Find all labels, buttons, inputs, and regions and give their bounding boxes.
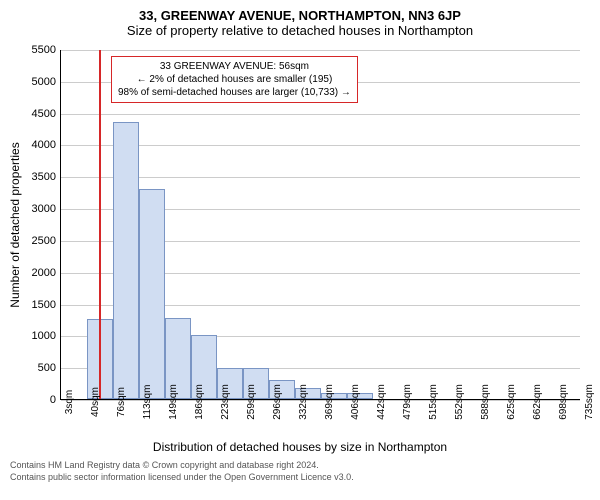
xtick-label: 369sqm [324, 384, 335, 420]
info-line-3: 98% of semi-detached houses are larger (… [118, 86, 351, 99]
ytick-label: 2500 [16, 235, 56, 247]
xtick-label: 552sqm [454, 384, 465, 420]
ytick-label: 500 [16, 362, 56, 374]
footer-line-2: Contains public sector information licen… [10, 472, 600, 484]
ytick-label: 0 [16, 394, 56, 406]
ytick-label: 5500 [16, 44, 56, 56]
histogram-bar [113, 122, 139, 399]
ytick-label: 3500 [16, 171, 56, 183]
xtick-label: 515sqm [428, 384, 439, 420]
ytick-label: 1500 [16, 299, 56, 311]
ytick-label: 5000 [16, 76, 56, 88]
xtick-label: 223sqm [220, 384, 231, 420]
ytick-label: 4500 [16, 108, 56, 120]
xtick-label: 332sqm [298, 384, 309, 420]
xtick-label: 149sqm [168, 384, 179, 420]
xtick-label: 588sqm [480, 384, 491, 420]
chart-title-sub: Size of property relative to detached ho… [0, 23, 600, 40]
y-axis-label: Number of detached properties [8, 142, 22, 307]
xtick-label: 76sqm [116, 387, 127, 417]
xtick-label: 259sqm [246, 384, 257, 420]
info-box: 33 GREENWAY AVENUE: 56sqm ← 2% of detach… [111, 56, 358, 103]
xtick-label: 296sqm [272, 384, 283, 420]
xtick-label: 625sqm [506, 384, 517, 420]
xtick-label: 479sqm [402, 384, 413, 420]
xtick-label: 186sqm [194, 384, 205, 420]
ytick-label: 4000 [16, 139, 56, 151]
x-axis-label: Distribution of detached houses by size … [0, 440, 600, 454]
gridline [61, 50, 580, 51]
ytick-label: 2000 [16, 267, 56, 279]
xtick-label: 3sqm [64, 390, 75, 414]
xtick-label: 113sqm [142, 385, 153, 420]
footer: Contains HM Land Registry data © Crown c… [0, 460, 600, 483]
gridline [61, 400, 580, 401]
info-line-2: ← 2% of detached houses are smaller (195… [118, 73, 351, 86]
xtick-label: 40sqm [90, 387, 101, 417]
ytick-label: 1000 [16, 330, 56, 342]
gridline [61, 114, 580, 115]
ytick-label: 3000 [16, 203, 56, 215]
xtick-label: 735sqm [584, 384, 595, 420]
xtick-label: 406sqm [350, 384, 361, 420]
xtick-label: 698sqm [558, 384, 569, 420]
xtick-label: 442sqm [376, 384, 387, 420]
info-line-1: 33 GREENWAY AVENUE: 56sqm [118, 60, 351, 73]
histogram-bar [139, 189, 165, 399]
marker-line [99, 50, 101, 399]
footer-line-1: Contains HM Land Registry data © Crown c… [10, 460, 600, 472]
plot-area: 33 GREENWAY AVENUE: 56sqm ← 2% of detach… [60, 50, 580, 400]
xtick-label: 662sqm [532, 384, 543, 420]
chart-container: Number of detached properties 33 GREENWA… [0, 40, 600, 460]
chart-title-main: 33, GREENWAY AVENUE, NORTHAMPTON, NN3 6J… [0, 0, 600, 23]
